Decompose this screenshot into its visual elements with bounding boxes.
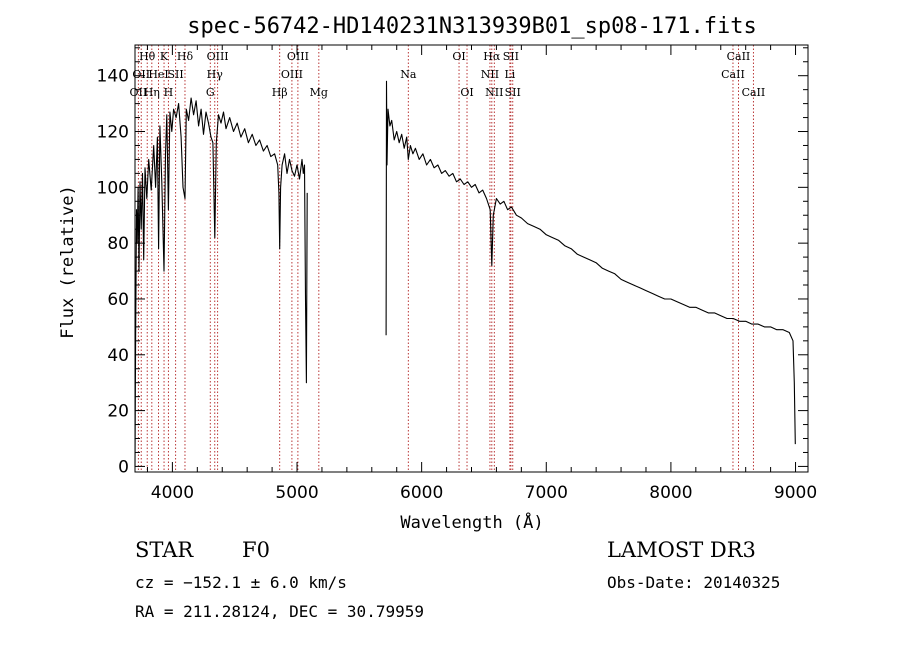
y-tick-label: 40 [107,346,129,366]
line-marker-label: Hγ [207,68,224,81]
spectrum-chart: spec-56742-HD140231N313939B01_sp08-171.f… [58,14,817,533]
line-marker-label: Hθ [139,50,156,63]
line-marker-label: Hβ [272,86,288,99]
x-axis-label: Wavelength (Å) [400,511,543,533]
y-axis-label: Flux (relative) [58,185,78,339]
line-marker-label: CaII [727,50,751,63]
spectrum-segment-0 [134,97,308,467]
line-marker-label: NII [481,68,499,81]
redshift-readout: cz = −152.1 ± 6.0 km/s [135,573,347,592]
line-marker-label: OI [452,50,465,63]
line-marker-label: HeI [148,68,168,81]
y-tick-label: 140 [97,67,129,87]
object-subclass: F0 [242,538,270,562]
line-marker-label: SII [168,68,184,81]
spectrum-segment-1 [385,80,796,445]
x-tick-label: 8000 [649,483,692,503]
survey-name: LAMOST DR3 [607,538,756,562]
line-marker-label: Na [400,68,417,81]
line-marker-label: Hδ [177,50,194,63]
object-class: STAR [135,538,194,562]
plot-frame [134,44,809,473]
x-tick-label: 5000 [275,483,318,503]
line-marker-labels: OII OII Hθ Hη HeI K H SII Hδ G Hγ OIII Hβ OIII OIII Mg N… [130,50,766,99]
line-marker-label: CaII [721,68,745,81]
x-tick-label: 7000 [525,483,568,503]
y-tick-label: 100 [97,178,129,198]
line-marker-label: Hη [144,86,160,99]
line-marker-label: K [160,50,169,63]
y-tick-label: 0 [118,457,129,477]
y-tick-label: 120 [97,123,129,143]
x-tick-label: 4000 [151,483,194,503]
line-marker-label: OII [132,68,150,81]
y-tick-label: 20 [107,402,129,422]
line-marker-label: G [206,86,215,99]
y-tick-label: 80 [107,234,129,254]
observation-date: Obs-Date: 20140325 [607,573,781,592]
line-marker-label: OIII [287,50,309,63]
line-marker-label: H [164,86,174,99]
line-marker-label: SII [505,86,521,99]
line-marker-label: OI [460,86,473,99]
line-marker-lines [137,45,754,472]
chart-title: spec-56742-HD140231N313939B01_sp08-171.f… [187,14,757,39]
x-tick-label: 6000 [400,483,443,503]
line-marker-label: OIII [281,68,303,81]
x-tick-label: 9000 [774,483,817,503]
line-marker-label: NII [485,86,503,99]
line-marker-label: Li [504,68,515,81]
y-tick-label: 60 [107,290,129,310]
line-marker-label: OIII [207,50,229,63]
spectrum-trace [134,80,796,467]
line-marker-label: OII [130,86,148,99]
x-axis: 4000 5000 6000 7000 8000 9000 [146,45,817,503]
y-axis: 0 20 40 60 80 100 120 140 [97,47,808,477]
line-marker-label: SII [503,50,519,63]
line-marker-label: Mg [310,86,328,99]
line-marker-label: Hα [483,50,501,63]
line-marker-label: CaII [742,86,766,99]
coordinates-readout: RA = 211.28124, DEC = 30.79959 [135,602,424,621]
